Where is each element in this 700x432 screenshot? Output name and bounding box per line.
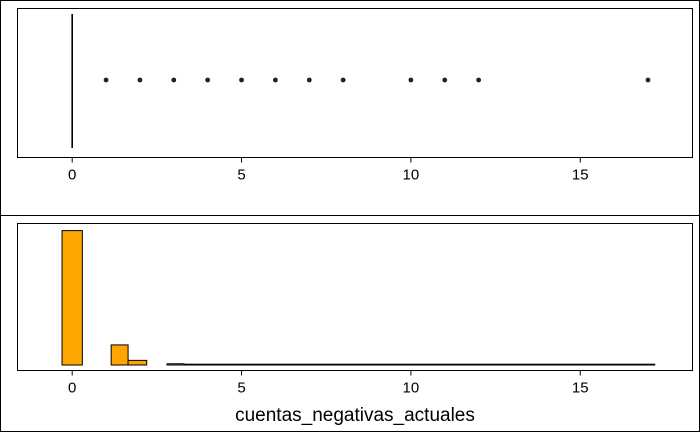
boxplot-outlier-point (340, 77, 346, 83)
histogram-x-axis-label: cuentas_negativas_actuales (235, 405, 475, 426)
histogram-bar (110, 344, 129, 366)
boxplot-outlier-point (273, 77, 278, 83)
histogram-x-tick-label: 0 (68, 380, 76, 397)
boxplot-outlier-point (408, 77, 414, 83)
histogram-bar (166, 363, 185, 366)
histogram-x-axis: 0 5 10 15 (68, 370, 589, 397)
histogram-plot-frame (17, 223, 693, 371)
boxplot-panel: 0 5 10 15 (17, 8, 693, 184)
histogram-bar (183, 363, 656, 366)
boxplot-x-tick-label: 0 (68, 167, 76, 184)
boxplot-outlier-point (171, 77, 177, 83)
boxplot-x-tick-label: 5 (237, 167, 245, 184)
boxplot-outlier-point (442, 77, 448, 83)
histogram-panel: 0 5 10 15 cuentas_negativas_actuales (17, 223, 693, 426)
boxplot-outlier-point (476, 77, 482, 83)
histogram-x-tick-label: 15 (572, 380, 589, 397)
boxplot-x-tick-label: 15 (572, 167, 589, 184)
histogram-bar (127, 359, 148, 366)
histogram-x-tick-label: 5 (237, 380, 245, 397)
boxplot-outlier-point (306, 77, 312, 83)
boxplot-outlier-point (239, 77, 244, 83)
boxplot-outlier-point (137, 77, 143, 83)
histogram-bar (61, 230, 83, 366)
boxplot-marks (71, 14, 651, 148)
boxplot-outlier-point (103, 77, 109, 83)
histogram-marks (61, 230, 656, 366)
histogram-x-tick-label: 10 (403, 380, 420, 397)
boxplot-outlier-point (645, 77, 651, 83)
boxplot-x-axis: 0 5 10 15 (68, 157, 589, 184)
boxplot-x-tick-label: 10 (403, 167, 420, 184)
boxplot-plot-frame (17, 8, 693, 158)
boxplot-outlier-point (205, 77, 211, 83)
